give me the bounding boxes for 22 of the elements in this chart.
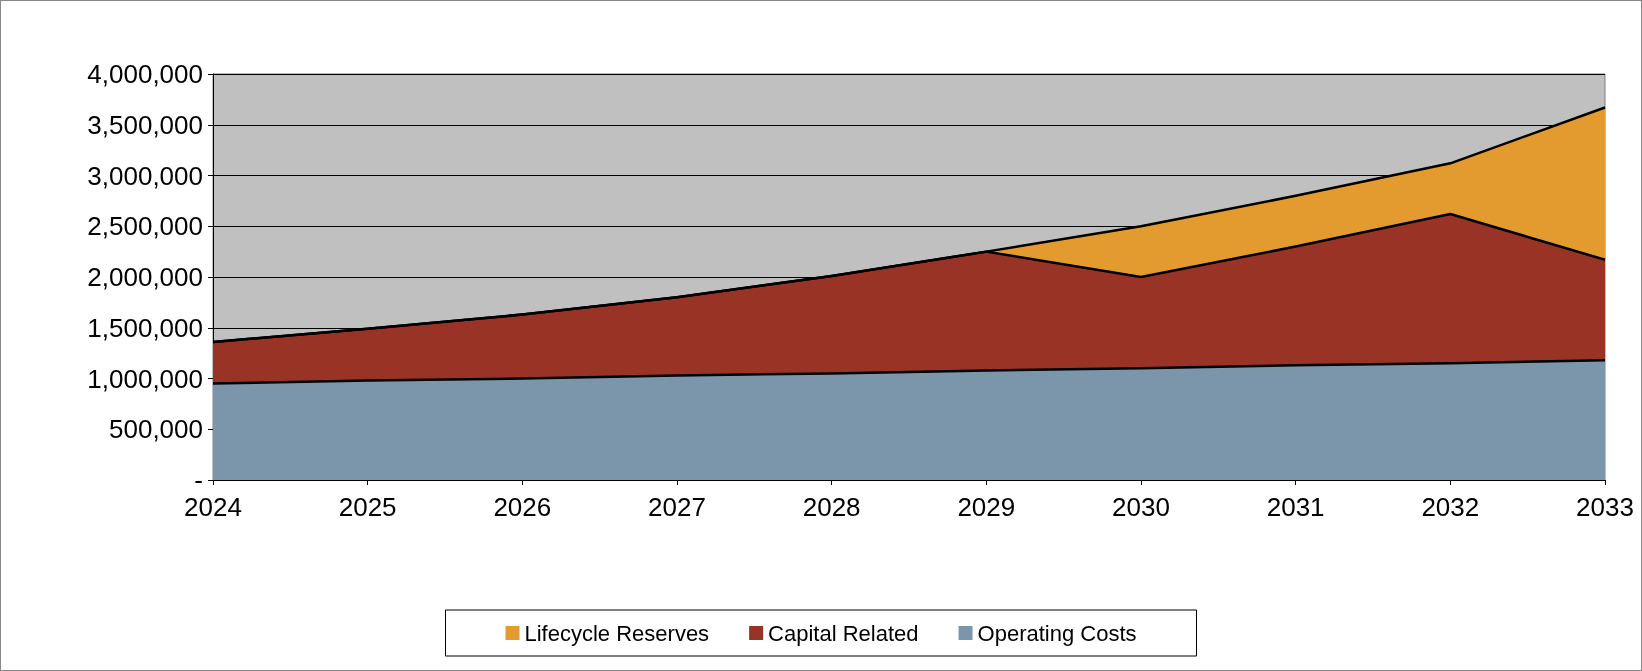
- legend-label: Lifecycle Reserves: [524, 620, 710, 646]
- x-tick-label: 2033: [1576, 492, 1634, 522]
- legend-label: Operating Costs: [977, 620, 1137, 646]
- y-tick-label: 500,000: [109, 414, 203, 445]
- y-tick-label: 1,000,000: [87, 363, 203, 394]
- x-tick-label: 2024: [184, 492, 242, 522]
- y-tick-label: 2,500,000: [87, 211, 203, 242]
- y-tick-label: 3,500,000: [87, 109, 203, 140]
- x-tick-label: 2025: [338, 492, 397, 522]
- y-tick-label: -: [194, 465, 203, 495]
- y-tick-label: 1,500,000: [87, 312, 203, 343]
- y-tick-label: 2,000,000: [87, 262, 203, 292]
- x-tick-label: 2027: [648, 492, 706, 522]
- y-tick-label: 3,000,000: [87, 160, 203, 191]
- x-tick-label: 2031: [1266, 492, 1325, 522]
- y-tick-label: 4,000,000: [87, 59, 203, 89]
- x-tick-label: 2030: [1112, 492, 1170, 522]
- x-tick-label: 2026: [493, 492, 552, 522]
- x-tick-label: 2029: [957, 492, 1016, 522]
- x-tick-label: 2032: [1421, 492, 1480, 522]
- x-tick-label: 2028: [802, 492, 861, 522]
- legend-label: Capital Related: [768, 620, 919, 646]
